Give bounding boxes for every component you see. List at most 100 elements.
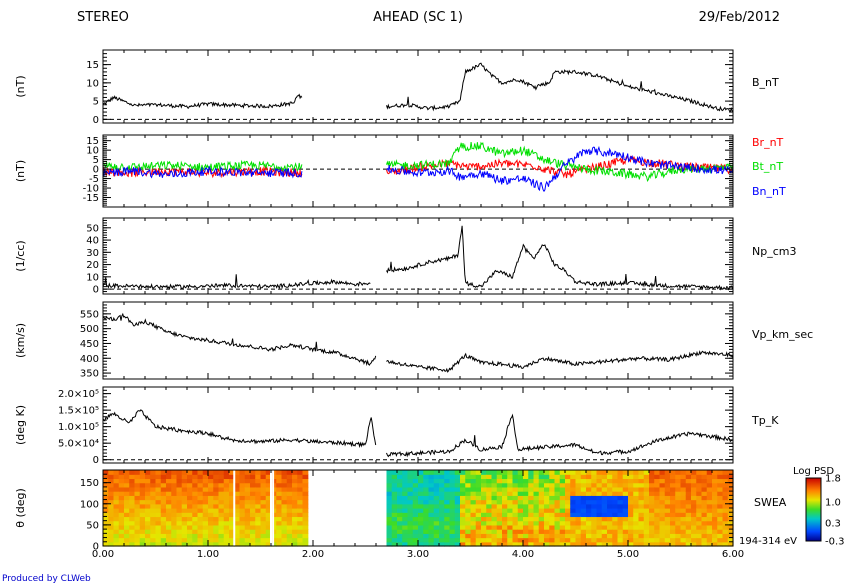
- heatmap-cell: [239, 495, 246, 501]
- heatmap-cell: [218, 491, 225, 496]
- heatmap-cell: [124, 482, 130, 488]
- heatmap-cell: [696, 537, 703, 543]
- heatmap-cell: [575, 486, 582, 492]
- heatmap-cell: [596, 474, 603, 480]
- heatmap-cell: [559, 478, 566, 484]
- y-tick-label: 5: [93, 155, 99, 166]
- heatmap-cell: [239, 474, 246, 480]
- heatmap-cell: [591, 524, 598, 530]
- heatmap-cell: [292, 537, 298, 543]
- heatmap-cell: [481, 495, 487, 501]
- heatmap-cell: [544, 537, 550, 543]
- heatmap-cell: [580, 478, 587, 484]
- heatmap-cell: [649, 495, 655, 501]
- heatmap-cell: [160, 470, 167, 475]
- heatmap-cell: [428, 508, 435, 513]
- heatmap-cell: [654, 520, 661, 526]
- heatmap-cell: [701, 478, 708, 484]
- heatmap-cell: [197, 520, 204, 526]
- heatmap-cell: [192, 533, 199, 539]
- heatmap-cell: [402, 533, 409, 539]
- heatmap-cell: [544, 499, 550, 505]
- heatmap-cell: [145, 520, 151, 526]
- heatmap-cell: [481, 529, 487, 534]
- heatmap-cell: [255, 503, 262, 509]
- heatmap-cell: [565, 486, 571, 492]
- heatmap-cell: [470, 495, 477, 501]
- heatmap-cell: [460, 478, 466, 484]
- colorbar-tick-label: 1.0: [825, 498, 841, 509]
- heatmap-cell: [696, 478, 703, 484]
- heatmap-cell: [596, 478, 603, 484]
- heatmap-cell: [633, 541, 640, 547]
- heatmap-cell: [628, 474, 634, 480]
- heatmap-cell: [622, 482, 629, 488]
- heatmap-cell: [113, 482, 120, 488]
- heatmap-cell: [512, 495, 519, 501]
- heatmap-cell: [706, 495, 713, 501]
- heatmap-cell: [523, 474, 529, 480]
- series-label-Bn_nT: Bn_nT: [752, 185, 786, 198]
- heatmap-cell: [139, 495, 146, 501]
- heatmap-cell: [213, 470, 220, 475]
- heatmap-cell: [244, 482, 251, 488]
- heatmap-cell: [696, 524, 703, 530]
- heatmap-cell: [712, 486, 718, 492]
- heatmap-cell: [628, 520, 634, 526]
- heatmap-cell: [586, 533, 592, 539]
- heatmap-cell: [633, 516, 640, 522]
- heatmap-cell: [617, 520, 624, 526]
- heatmap-cell: [265, 541, 272, 547]
- heatmap-cell: [108, 508, 115, 513]
- heatmap-cell: [654, 495, 661, 501]
- heatmap-cell: [528, 474, 535, 480]
- heatmap-cell: [706, 474, 713, 480]
- heatmap-cell: [638, 478, 645, 484]
- heatmap-cell: [607, 503, 613, 509]
- heatmap-cell: [701, 512, 708, 518]
- heatmap-cell: [166, 478, 172, 484]
- heatmap-cell: [449, 529, 456, 534]
- heatmap-cell: [675, 486, 682, 492]
- heatmap-cell: [418, 537, 424, 543]
- heatmap-cell: [160, 529, 167, 534]
- swea-pitch-angle-heatmap: [103, 470, 734, 547]
- heatmap-cell: [601, 533, 608, 539]
- heatmap-cell: [402, 495, 409, 501]
- heatmap-cell: [717, 470, 724, 475]
- heatmap-cell: [124, 491, 130, 496]
- heatmap-cell: [596, 516, 603, 522]
- heatmap-cell: [512, 529, 519, 534]
- heatmap-cell: [481, 478, 487, 484]
- y-axis-label: (nT): [14, 160, 27, 182]
- heatmap-cell: [134, 499, 141, 505]
- heatmap-cell: [202, 486, 209, 492]
- heatmap-cell: [213, 491, 220, 496]
- heatmap-cell: [197, 478, 204, 484]
- heatmap-cell: [712, 541, 718, 547]
- heatmap-cell: [544, 478, 550, 484]
- heatmap-cell: [134, 474, 141, 480]
- heatmap-cell: [234, 478, 241, 484]
- heatmap-cell: [675, 520, 682, 526]
- heatmap-cell: [397, 470, 403, 475]
- heatmap-cell: [134, 516, 141, 522]
- heatmap-cell: [160, 486, 167, 492]
- heatmap-cell: [722, 474, 729, 480]
- heatmap-cell: [659, 520, 666, 526]
- heatmap-cell: [181, 478, 188, 484]
- heatmap-cell: [638, 541, 645, 547]
- heatmap-cell: [696, 486, 703, 492]
- heatmap-cell: [155, 491, 162, 496]
- heatmap-cell: [244, 508, 251, 513]
- heatmap-cell: [386, 541, 393, 547]
- heatmap-cell: [607, 512, 613, 518]
- heatmap-cell: [433, 478, 440, 484]
- heatmap-cell: [496, 503, 503, 509]
- heatmap-cell: [397, 541, 403, 547]
- heatmap-cell: [155, 508, 162, 513]
- heatmap-cell: [533, 503, 540, 509]
- heatmap-cell: [433, 491, 440, 496]
- heatmap-cell: [722, 541, 729, 547]
- heatmap-cell: [281, 537, 288, 543]
